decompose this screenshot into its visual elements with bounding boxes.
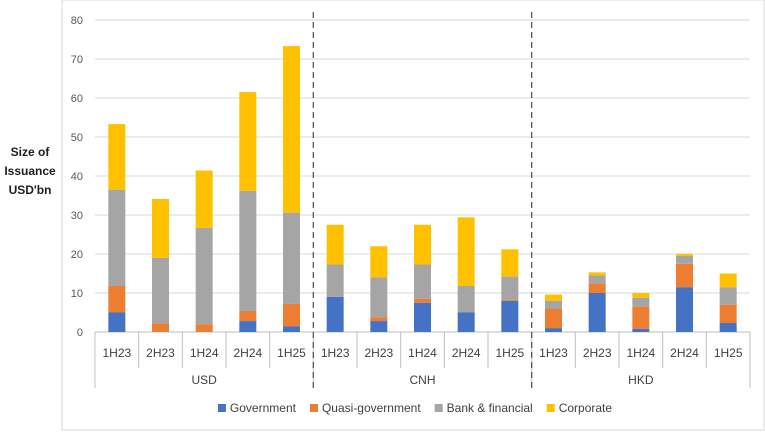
- bar-bank-financial: [152, 257, 169, 324]
- y-tick-label: 10: [71, 288, 83, 300]
- bar-government: [326, 296, 344, 332]
- legend-label-government: Government: [230, 401, 297, 415]
- bar-government: [457, 312, 475, 332]
- bar-quasi-government: [195, 324, 213, 332]
- bar-bank-financial: [283, 212, 300, 304]
- bar-government: [676, 287, 693, 332]
- x-axis: 1H23 2H23 1H24 2H24 1H25 USD 1H23 2H23 1H24 2H24 1…: [94, 12, 751, 388]
- bar-corporate: [676, 254, 693, 256]
- bar-corporate: [545, 294, 562, 301]
- bar-quasi-government: [283, 303, 300, 327]
- x-tick-label: 2H24: [233, 346, 262, 360]
- bar-corporate: [326, 224, 344, 265]
- bar-government: [719, 323, 737, 332]
- bar-quasi-government: [588, 283, 606, 293]
- legend-swatch-corporate: [546, 404, 555, 412]
- x-tick-label: 1H23: [321, 346, 350, 360]
- y-tick-label: 30: [71, 210, 83, 222]
- bar-government: [501, 300, 519, 332]
- bar-government: [414, 302, 431, 332]
- bar-quasi-government: [676, 263, 693, 288]
- bar-bank-financial: [632, 297, 650, 307]
- bar-bank-financial: [719, 287, 737, 305]
- bar-government: [283, 326, 300, 332]
- bar-corporate: [719, 273, 737, 288]
- bar-government: [632, 328, 650, 332]
- bar-bank-financial: [545, 300, 562, 309]
- x-tick-label: 1H23: [102, 346, 131, 360]
- bar-corporate: [108, 124, 126, 190]
- bar-quasi-government: [545, 308, 562, 329]
- group-label: CNH: [410, 373, 436, 387]
- bar-bank-financial: [108, 189, 126, 286]
- x-tick-label: 1H24: [626, 346, 655, 360]
- bar-quasi-government: [108, 285, 126, 313]
- legend-swatch-quasi-government: [309, 404, 318, 412]
- bar-government: [239, 321, 257, 332]
- y-axis-label-line-1: Size of: [11, 145, 51, 159]
- bar-bank-financial: [195, 227, 213, 325]
- y-tick-label: 20: [71, 249, 83, 261]
- bar-quasi-government: [370, 317, 388, 322]
- bar-bank-financial: [588, 275, 606, 284]
- bar-corporate: [239, 92, 257, 191]
- x-tick-label: 2H24: [452, 346, 481, 360]
- bar-quasi-government: [719, 304, 737, 324]
- x-tick-label: 1H25: [714, 346, 743, 360]
- bar-quasi-government: [414, 298, 431, 303]
- bar-corporate: [152, 199, 169, 258]
- bar-bank-financial: [676, 255, 693, 264]
- y-tick-label: 0: [77, 327, 83, 339]
- y-tick-label: 60: [71, 93, 83, 105]
- x-tick-label: 1H23: [539, 346, 568, 360]
- bar-corporate: [501, 249, 519, 277]
- bar-corporate: [370, 246, 388, 278]
- legend-swatch-bank-financial: [434, 404, 443, 412]
- bar-bank-financial: [501, 276, 519, 300]
- y-axis-label-line-2: Issuance: [4, 164, 56, 178]
- legend: Government Quasi-government Bank & financi…: [217, 401, 613, 415]
- legend-label-bank-financial: Bank & financial: [447, 401, 533, 415]
- x-tick-label: 1H25: [495, 346, 524, 360]
- bar-quasi-government: [152, 323, 169, 332]
- bar-bank-financial: [414, 264, 431, 299]
- x-tick-label: 2H23: [364, 346, 393, 360]
- bar-corporate: [632, 293, 650, 298]
- bar-corporate: [195, 170, 213, 228]
- x-tick-label: 1H24: [408, 346, 437, 360]
- bar-bank-financial: [370, 277, 388, 318]
- legend-label-corporate: Corporate: [559, 401, 613, 415]
- y-tick-label: 40: [71, 171, 83, 183]
- bar-corporate: [457, 217, 475, 286]
- bar-government: [588, 293, 606, 332]
- x-tick-label: 1H25: [277, 346, 306, 360]
- x-tick-label: 2H24: [670, 346, 699, 360]
- y-axis-label-line-3: USD'bn: [9, 183, 52, 197]
- bars: [108, 46, 737, 332]
- bar-quasi-government: [501, 299, 519, 301]
- bar-government: [545, 328, 562, 332]
- bar-corporate: [283, 46, 300, 213]
- x-tick-label: 2H23: [146, 346, 175, 360]
- legend-label-quasi-government: Quasi-government: [322, 401, 421, 415]
- legend-swatch-government: [217, 404, 226, 412]
- bar-government: [108, 312, 126, 332]
- y-tick-label: 80: [71, 15, 83, 27]
- bar-corporate: [414, 224, 431, 265]
- group-label: HKD: [628, 373, 654, 387]
- x-tick-label: 2H23: [583, 346, 612, 360]
- group-label: USD: [191, 373, 217, 387]
- x-tick-label: 1H24: [190, 346, 219, 360]
- bar-quasi-government: [239, 310, 257, 322]
- y-tick-label: 70: [71, 54, 83, 66]
- bar-corporate: [588, 272, 606, 276]
- bar-quasi-government: [632, 306, 650, 329]
- bar-government: [370, 321, 388, 332]
- bar-bank-financial: [457, 285, 475, 313]
- bar-bank-financial: [239, 190, 257, 311]
- bar-bank-financial: [326, 264, 344, 297]
- y-tick-label: 50: [71, 132, 83, 144]
- y-axis-ticks: 0 10 20 30 40 50 60 70 80: [71, 15, 83, 339]
